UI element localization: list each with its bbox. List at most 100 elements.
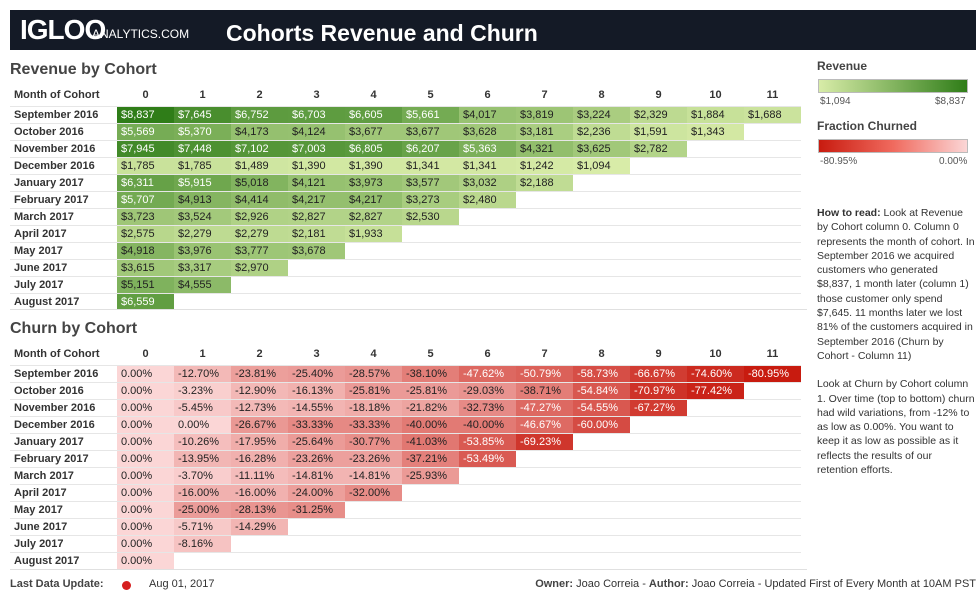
churn-cell[interactable]: -46.67% (516, 415, 573, 433)
revenue-cell[interactable]: $2,329 (630, 105, 687, 123)
revenue-cell[interactable]: $3,524 (174, 207, 231, 225)
churn-cell[interactable]: -16.28% (231, 449, 288, 467)
revenue-cell[interactable]: $3,677 (345, 122, 402, 140)
revenue-cell[interactable]: $5,661 (402, 105, 459, 123)
revenue-cell[interactable]: $3,777 (231, 241, 288, 259)
revenue-cell[interactable]: $4,555 (174, 275, 231, 293)
churn-cell[interactable]: -12.90% (231, 381, 288, 399)
churn-cell[interactable]: -69.23% (516, 432, 573, 450)
revenue-cell[interactable]: $7,945 (117, 139, 174, 157)
churn-cell[interactable]: -28.57% (345, 364, 402, 382)
churn-cell[interactable]: -3.23% (174, 381, 231, 399)
revenue-cell[interactable]: $2,530 (402, 207, 459, 225)
revenue-cell[interactable]: $3,976 (174, 241, 231, 259)
churn-cell[interactable]: -70.97% (630, 381, 687, 399)
churn-cell[interactable]: -14.29% (231, 517, 288, 535)
revenue-cell[interactable]: $7,645 (174, 105, 231, 123)
revenue-cell[interactable]: $1,341 (459, 156, 516, 174)
churn-cell[interactable]: -38.71% (516, 381, 573, 399)
churn-cell[interactable]: -33.33% (288, 415, 345, 433)
revenue-cell[interactable]: $3,819 (516, 105, 573, 123)
revenue-cell[interactable]: $3,615 (117, 258, 174, 276)
churn-cell[interactable]: -38.10% (402, 364, 459, 382)
revenue-cell[interactable]: $6,752 (231, 105, 288, 123)
churn-cell[interactable]: -23.81% (231, 364, 288, 382)
churn-cell[interactable]: -54.84% (573, 381, 630, 399)
revenue-cell[interactable]: $3,973 (345, 173, 402, 191)
churn-cell[interactable]: -12.70% (174, 364, 231, 382)
revenue-cell[interactable]: $1,785 (174, 156, 231, 174)
revenue-cell[interactable]: $2,181 (288, 224, 345, 242)
igloo-logo[interactable]: IGLOO (20, 14, 106, 45)
churn-cell[interactable]: -40.00% (402, 415, 459, 433)
revenue-cell[interactable]: $7,102 (231, 139, 288, 157)
revenue-cell[interactable]: $4,121 (288, 173, 345, 191)
revenue-cell[interactable]: $3,723 (117, 207, 174, 225)
churn-cell[interactable]: -54.55% (573, 398, 630, 416)
churn-cell[interactable]: -14.81% (288, 466, 345, 484)
churn-cell[interactable]: -47.27% (516, 398, 573, 416)
churn-cell[interactable]: -40.00% (459, 415, 516, 433)
churn-cell[interactable]: -53.85% (459, 432, 516, 450)
churn-cell[interactable]: -37.21% (402, 449, 459, 467)
revenue-cell[interactable]: $4,414 (231, 190, 288, 208)
revenue-cell[interactable]: $3,577 (402, 173, 459, 191)
churn-cell[interactable]: 0.00% (117, 534, 174, 552)
churn-cell[interactable]: -11.11% (231, 466, 288, 484)
revenue-cell[interactable]: $3,677 (402, 122, 459, 140)
revenue-cell[interactable]: $3,628 (459, 122, 516, 140)
churn-cell[interactable]: -17.95% (231, 432, 288, 450)
churn-cell[interactable]: 0.00% (117, 364, 174, 382)
churn-cell[interactable]: -25.64% (288, 432, 345, 450)
revenue-cell[interactable]: $4,124 (288, 122, 345, 140)
churn-cell[interactable]: 0.00% (117, 551, 174, 569)
churn-cell[interactable]: -12.73% (231, 398, 288, 416)
revenue-cell[interactable]: $2,236 (573, 122, 630, 140)
churn-cell[interactable]: -25.93% (402, 466, 459, 484)
churn-cell[interactable]: 0.00% (117, 398, 174, 416)
churn-cell[interactable]: -33.33% (345, 415, 402, 433)
revenue-cell[interactable]: $3,273 (402, 190, 459, 208)
revenue-cell[interactable]: $2,970 (231, 258, 288, 276)
churn-cell[interactable]: -10.26% (174, 432, 231, 450)
revenue-cell[interactable]: $4,217 (345, 190, 402, 208)
churn-cell[interactable]: -26.67% (231, 415, 288, 433)
revenue-cell[interactable]: $7,003 (288, 139, 345, 157)
churn-cell[interactable]: 0.00% (117, 500, 174, 518)
churn-cell[interactable]: -32.73% (459, 398, 516, 416)
revenue-cell[interactable]: $3,625 (573, 139, 630, 157)
revenue-cell[interactable]: $1,390 (288, 156, 345, 174)
revenue-cell[interactable]: $5,363 (459, 139, 516, 157)
revenue-cell[interactable]: $5,018 (231, 173, 288, 191)
revenue-cell[interactable]: $1,688 (744, 105, 801, 123)
churn-cell[interactable]: -32.00% (345, 483, 402, 501)
revenue-cell[interactable]: $3,224 (573, 105, 630, 123)
churn-cell[interactable]: -16.00% (174, 483, 231, 501)
revenue-cell[interactable]: $2,279 (231, 224, 288, 242)
revenue-cell[interactable]: $2,575 (117, 224, 174, 242)
churn-cell[interactable]: -80.95% (744, 364, 801, 382)
churn-cell[interactable]: 0.00% (117, 466, 174, 484)
churn-cell[interactable]: -16.13% (288, 381, 345, 399)
churn-cell[interactable]: -28.13% (231, 500, 288, 518)
churn-cell[interactable]: -3.70% (174, 466, 231, 484)
revenue-cell[interactable]: $5,707 (117, 190, 174, 208)
churn-cell[interactable]: -74.60% (687, 364, 744, 382)
churn-cell[interactable]: -14.55% (288, 398, 345, 416)
churn-cell[interactable]: -67.27% (630, 398, 687, 416)
churn-cell[interactable]: 0.00% (117, 381, 174, 399)
revenue-cell[interactable]: $5,569 (117, 122, 174, 140)
revenue-cell[interactable]: $2,827 (345, 207, 402, 225)
churn-cell[interactable]: 0.00% (117, 449, 174, 467)
churn-cell[interactable]: -13.95% (174, 449, 231, 467)
revenue-cell[interactable]: $8,837 (117, 105, 174, 123)
revenue-cell[interactable]: $3,181 (516, 122, 573, 140)
churn-cell[interactable]: -18.18% (345, 398, 402, 416)
churn-cell[interactable]: -25.00% (174, 500, 231, 518)
revenue-cell[interactable]: $5,151 (117, 275, 174, 293)
churn-cell[interactable]: -24.00% (288, 483, 345, 501)
revenue-cell[interactable]: $1,933 (345, 224, 402, 242)
churn-cell[interactable]: -47.62% (459, 364, 516, 382)
revenue-cell[interactable]: $2,827 (288, 207, 345, 225)
revenue-cell[interactable]: $6,605 (345, 105, 402, 123)
